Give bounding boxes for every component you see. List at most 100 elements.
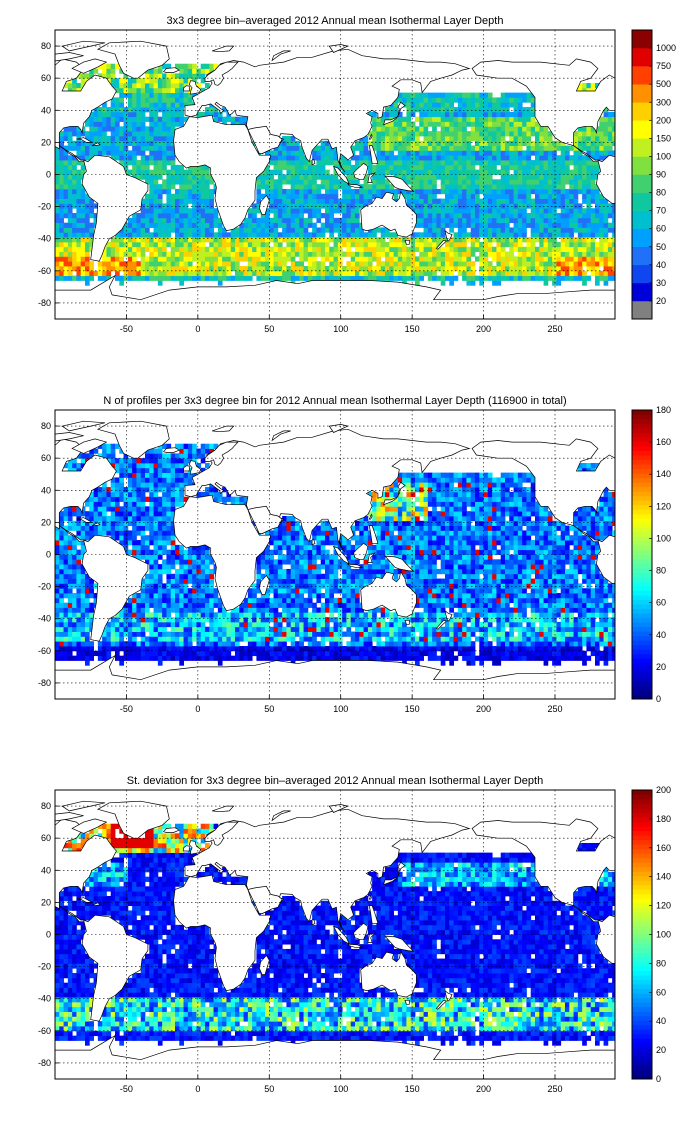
x-tick-label: 250 xyxy=(547,324,562,334)
gridlines xyxy=(55,410,615,699)
y-tick-label: -20 xyxy=(38,582,51,592)
x-tick-label: 250 xyxy=(547,1084,562,1094)
map-panel-3: St. deviation for 3x3 degree bin–average… xyxy=(38,775,671,1094)
colorbar-segment xyxy=(632,264,652,284)
colorbar-tick-label: 1000 xyxy=(656,43,676,53)
colorbar-tick-label: 40 xyxy=(656,1016,666,1026)
heatmap-cells xyxy=(55,63,615,286)
colorbar-tick-label: 80 xyxy=(656,188,666,198)
panel-title: 3x3 degree bin–averaged 2012 Annual mean… xyxy=(167,15,504,27)
colorbar-tick-label: 0 xyxy=(656,1074,661,1084)
x-tick-label: 0 xyxy=(195,1084,200,1094)
colorbar-tick-label: 80 xyxy=(656,566,666,576)
colorbar-segment xyxy=(632,102,652,121)
panel-title: N of profiles per 3x3 degree bin for 201… xyxy=(103,395,566,407)
x-tick-label: 200 xyxy=(476,324,491,334)
colorbar-segment xyxy=(632,210,652,229)
coastlines xyxy=(55,800,615,1079)
colorbar-segment xyxy=(632,84,652,103)
heatmap-cells xyxy=(55,443,615,666)
x-tick-label: 50 xyxy=(264,1084,274,1094)
y-tick-label: -40 xyxy=(38,234,51,244)
x-tick-label: 200 xyxy=(476,1084,491,1094)
y-tick-label: 80 xyxy=(41,41,51,51)
y-tick-label: 40 xyxy=(41,485,51,495)
colorbar-tick-label: 100 xyxy=(656,930,671,940)
x-tick-label: -50 xyxy=(120,324,133,334)
y-tick-label: 0 xyxy=(46,930,51,940)
colorbar-tick-label: 60 xyxy=(656,598,666,608)
y-tick-label: -60 xyxy=(38,1026,51,1036)
y-tick-label: -60 xyxy=(38,646,51,656)
colorbar-tick-label: 90 xyxy=(656,170,666,180)
colorbar-tick-label: 750 xyxy=(656,61,671,71)
colorbar-segment xyxy=(632,30,652,49)
y-tick-label: 60 xyxy=(41,73,51,83)
colorbar-segment xyxy=(632,48,652,67)
x-tick-label: 100 xyxy=(333,704,348,714)
colorbar-tick-label: 140 xyxy=(656,872,671,882)
colorbar-tick-label: 20 xyxy=(656,662,666,672)
x-tick-label: 0 xyxy=(195,324,200,334)
x-tick-label: 200 xyxy=(476,704,491,714)
y-tick-label: 80 xyxy=(41,421,51,431)
x-tick-label: 50 xyxy=(264,324,274,334)
colorbar-tick-label: 70 xyxy=(656,206,666,216)
colorbar-tick-label: 40 xyxy=(656,260,666,270)
colorbar-tick-label: 200 xyxy=(656,115,671,125)
colorbar-tick-label: 500 xyxy=(656,79,671,89)
colorbar: 0 20 40 60 80 100 120 140 160 180 200 xyxy=(631,785,671,1084)
x-tick-label: 150 xyxy=(405,1084,420,1094)
y-tick-label: 20 xyxy=(41,517,51,527)
colorbar-tick-label: 20 xyxy=(656,296,666,306)
gridlines xyxy=(55,30,615,319)
colorbar-tick-label: 0 xyxy=(656,694,661,704)
x-tick-label: 50 xyxy=(264,704,274,714)
colorbar: 0 20 40 60 80 100 120 140 160 180 xyxy=(631,405,671,704)
colorbar-segment xyxy=(632,192,652,211)
y-tick-label: 60 xyxy=(41,833,51,843)
colorbar-tick-label: 50 xyxy=(656,242,666,252)
colorbar-tick-label: 180 xyxy=(656,814,671,824)
colorbar: 20 30 40 50 60 70 80 90 100 150 200 300 500 750 1000 xyxy=(631,29,676,320)
colorbar-segment xyxy=(632,66,652,85)
colorbar-segment xyxy=(632,138,652,157)
y-tick-label: -20 xyxy=(38,962,51,972)
y-tick-label: -80 xyxy=(38,298,51,308)
panel-title: St. deviation for 3x3 degree bin–average… xyxy=(127,775,543,787)
y-tick-label: 40 xyxy=(41,865,51,875)
x-tick-label: -50 xyxy=(120,704,133,714)
gridlines xyxy=(55,790,615,1079)
y-tick-label: 0 xyxy=(46,170,51,180)
x-tick-label: 150 xyxy=(405,324,420,334)
colorbar-tick-label: 160 xyxy=(656,437,671,447)
x-tick-label: 0 xyxy=(195,704,200,714)
y-tick-label: -60 xyxy=(38,266,51,276)
map-panel-1: 3x3 degree bin–averaged 2012 Annual mean… xyxy=(38,15,676,334)
colorbar-tick-label: 140 xyxy=(656,469,671,479)
colorbar-tick-label: 100 xyxy=(656,533,671,543)
colorbar-segment xyxy=(632,120,652,139)
x-tick-label: -50 xyxy=(120,1084,133,1094)
colorbar-tick-label: 80 xyxy=(656,958,666,968)
y-tick-label: -40 xyxy=(38,994,51,1004)
y-tick-label: -80 xyxy=(38,678,51,688)
colorbar-tick-label: 60 xyxy=(656,987,666,997)
colorbar-tick-label: 300 xyxy=(656,97,671,107)
coastlines xyxy=(55,40,615,319)
colorbar-tick-label: 200 xyxy=(656,785,671,795)
y-tick-label: 80 xyxy=(41,801,51,811)
colorbar-tick-label: 150 xyxy=(656,133,671,143)
colorbar-segment xyxy=(632,246,652,266)
colorbar-tick-label: 180 xyxy=(656,405,671,415)
colorbar-segment xyxy=(632,282,652,302)
colorbar-segment xyxy=(632,228,652,248)
colorbar-tick-label: 30 xyxy=(656,278,666,288)
colorbar-tick-label: 100 xyxy=(656,151,671,161)
colorbar-segment xyxy=(632,174,652,193)
colorbar-tick-label: 40 xyxy=(656,630,666,640)
y-tick-label: -20 xyxy=(38,202,51,212)
x-tick-label: 250 xyxy=(547,704,562,714)
heatmap-cells xyxy=(55,823,615,1046)
x-tick-label: 100 xyxy=(333,324,348,334)
